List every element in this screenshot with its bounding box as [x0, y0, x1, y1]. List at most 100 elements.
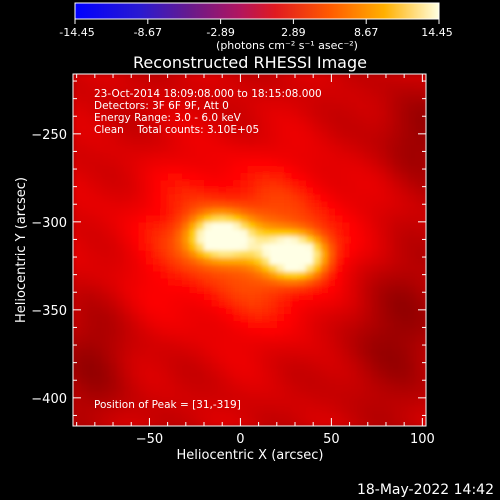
image-pixel: [102, 242, 110, 251]
image-pixel: [73, 369, 81, 378]
image-pixel: [160, 278, 169, 286]
image-pixel: [269, 102, 278, 110]
image-pixel: [371, 348, 380, 357]
image-pixel: [378, 390, 387, 399]
image-pixel: [87, 411, 96, 420]
image-pixel: [160, 172, 169, 181]
image-pixel: [364, 383, 373, 392]
image-pixel: [218, 214, 227, 223]
image-pixel: [138, 411, 147, 420]
image-pixel: [196, 285, 205, 293]
image-pixel: [80, 102, 89, 110]
image-pixel: [204, 95, 212, 103]
image-pixel: [313, 404, 322, 413]
image-pixel: [393, 418, 402, 426]
image-pixel: [218, 341, 227, 350]
image-pixel: [342, 179, 351, 188]
image-pixel: [123, 179, 132, 188]
image-pixel: [233, 404, 241, 413]
image-pixel: [262, 418, 271, 426]
image-pixel: [349, 102, 358, 110]
image-pixel: [298, 144, 307, 153]
image-pixel: [182, 165, 191, 174]
image-pixel: [211, 341, 220, 350]
image-pixel: [102, 200, 110, 209]
image-pixel: [109, 320, 118, 329]
image-pixel: [102, 320, 110, 329]
image-pixel: [393, 362, 402, 371]
image-pixel: [385, 186, 394, 195]
image-pixel: [364, 341, 373, 350]
image-pixel: [320, 411, 329, 420]
image-pixel: [182, 137, 191, 145]
image-pixel: [371, 341, 380, 350]
image-pixel: [204, 313, 212, 321]
image-pixel: [422, 221, 426, 230]
image-pixel: [254, 151, 263, 160]
image-pixel: [138, 81, 147, 89]
image-pixel: [218, 88, 227, 96]
image-pixel: [378, 221, 387, 230]
image-pixel: [385, 81, 394, 89]
image-pixel: [109, 207, 118, 216]
image-pixel: [335, 214, 343, 223]
image-pixel: [167, 250, 176, 258]
image-pixel: [167, 418, 176, 426]
image-pixel: [291, 271, 300, 279]
image-pixel: [385, 327, 394, 336]
image-pixel: [189, 74, 198, 82]
image-pixel: [305, 102, 314, 110]
image-pixel: [371, 109, 380, 117]
image-pixel: [167, 193, 176, 202]
image-pixel: [123, 130, 132, 138]
image-pixel: [131, 123, 140, 131]
image-pixel: [80, 158, 89, 167]
image-pixel: [145, 200, 154, 209]
image-pixel: [349, 214, 358, 223]
image-pixel: [225, 250, 234, 258]
image-pixel: [415, 390, 423, 399]
image-pixel: [225, 383, 234, 392]
image-pixel: [298, 151, 307, 160]
image-pixel: [211, 257, 220, 265]
image-pixel: [94, 186, 103, 195]
image-pixel: [385, 235, 394, 244]
image-pixel: [320, 299, 329, 307]
image-pixel: [233, 158, 241, 167]
image-pixel: [291, 214, 300, 223]
image-pixel: [87, 271, 96, 279]
image-pixel: [349, 130, 358, 138]
image-pixel: [131, 341, 140, 350]
image-pixel: [276, 88, 285, 96]
image-pixel: [218, 193, 227, 202]
image-pixel: [335, 221, 343, 230]
x-tick-label: 100: [410, 432, 435, 447]
image-pixel: [211, 186, 220, 195]
image-pixel: [131, 292, 140, 300]
image-pixel: [87, 165, 96, 174]
image-pixel: [160, 158, 169, 167]
image-pixel: [218, 390, 227, 399]
image-pixel: [145, 179, 154, 188]
image-pixel: [385, 109, 394, 117]
image-pixel: [109, 172, 118, 181]
image-pixel: [327, 334, 336, 343]
image-pixel: [225, 235, 234, 244]
image-pixel: [305, 348, 314, 357]
image-pixel: [298, 404, 307, 413]
image-pixel: [385, 264, 394, 272]
image-pixel: [204, 362, 212, 371]
image-pixel: [204, 242, 212, 251]
image-pixel: [320, 165, 329, 174]
image-pixel: [116, 228, 125, 237]
image-pixel: [276, 250, 285, 258]
image-pixel: [262, 369, 271, 378]
image-pixel: [291, 376, 300, 385]
image-pixel: [109, 116, 118, 124]
image-pixel: [378, 186, 387, 195]
image-pixel: [153, 404, 161, 413]
image-pixel: [87, 348, 96, 357]
image-pixel: [182, 144, 191, 153]
image-pixel: [298, 348, 307, 357]
image-pixel: [356, 130, 365, 138]
